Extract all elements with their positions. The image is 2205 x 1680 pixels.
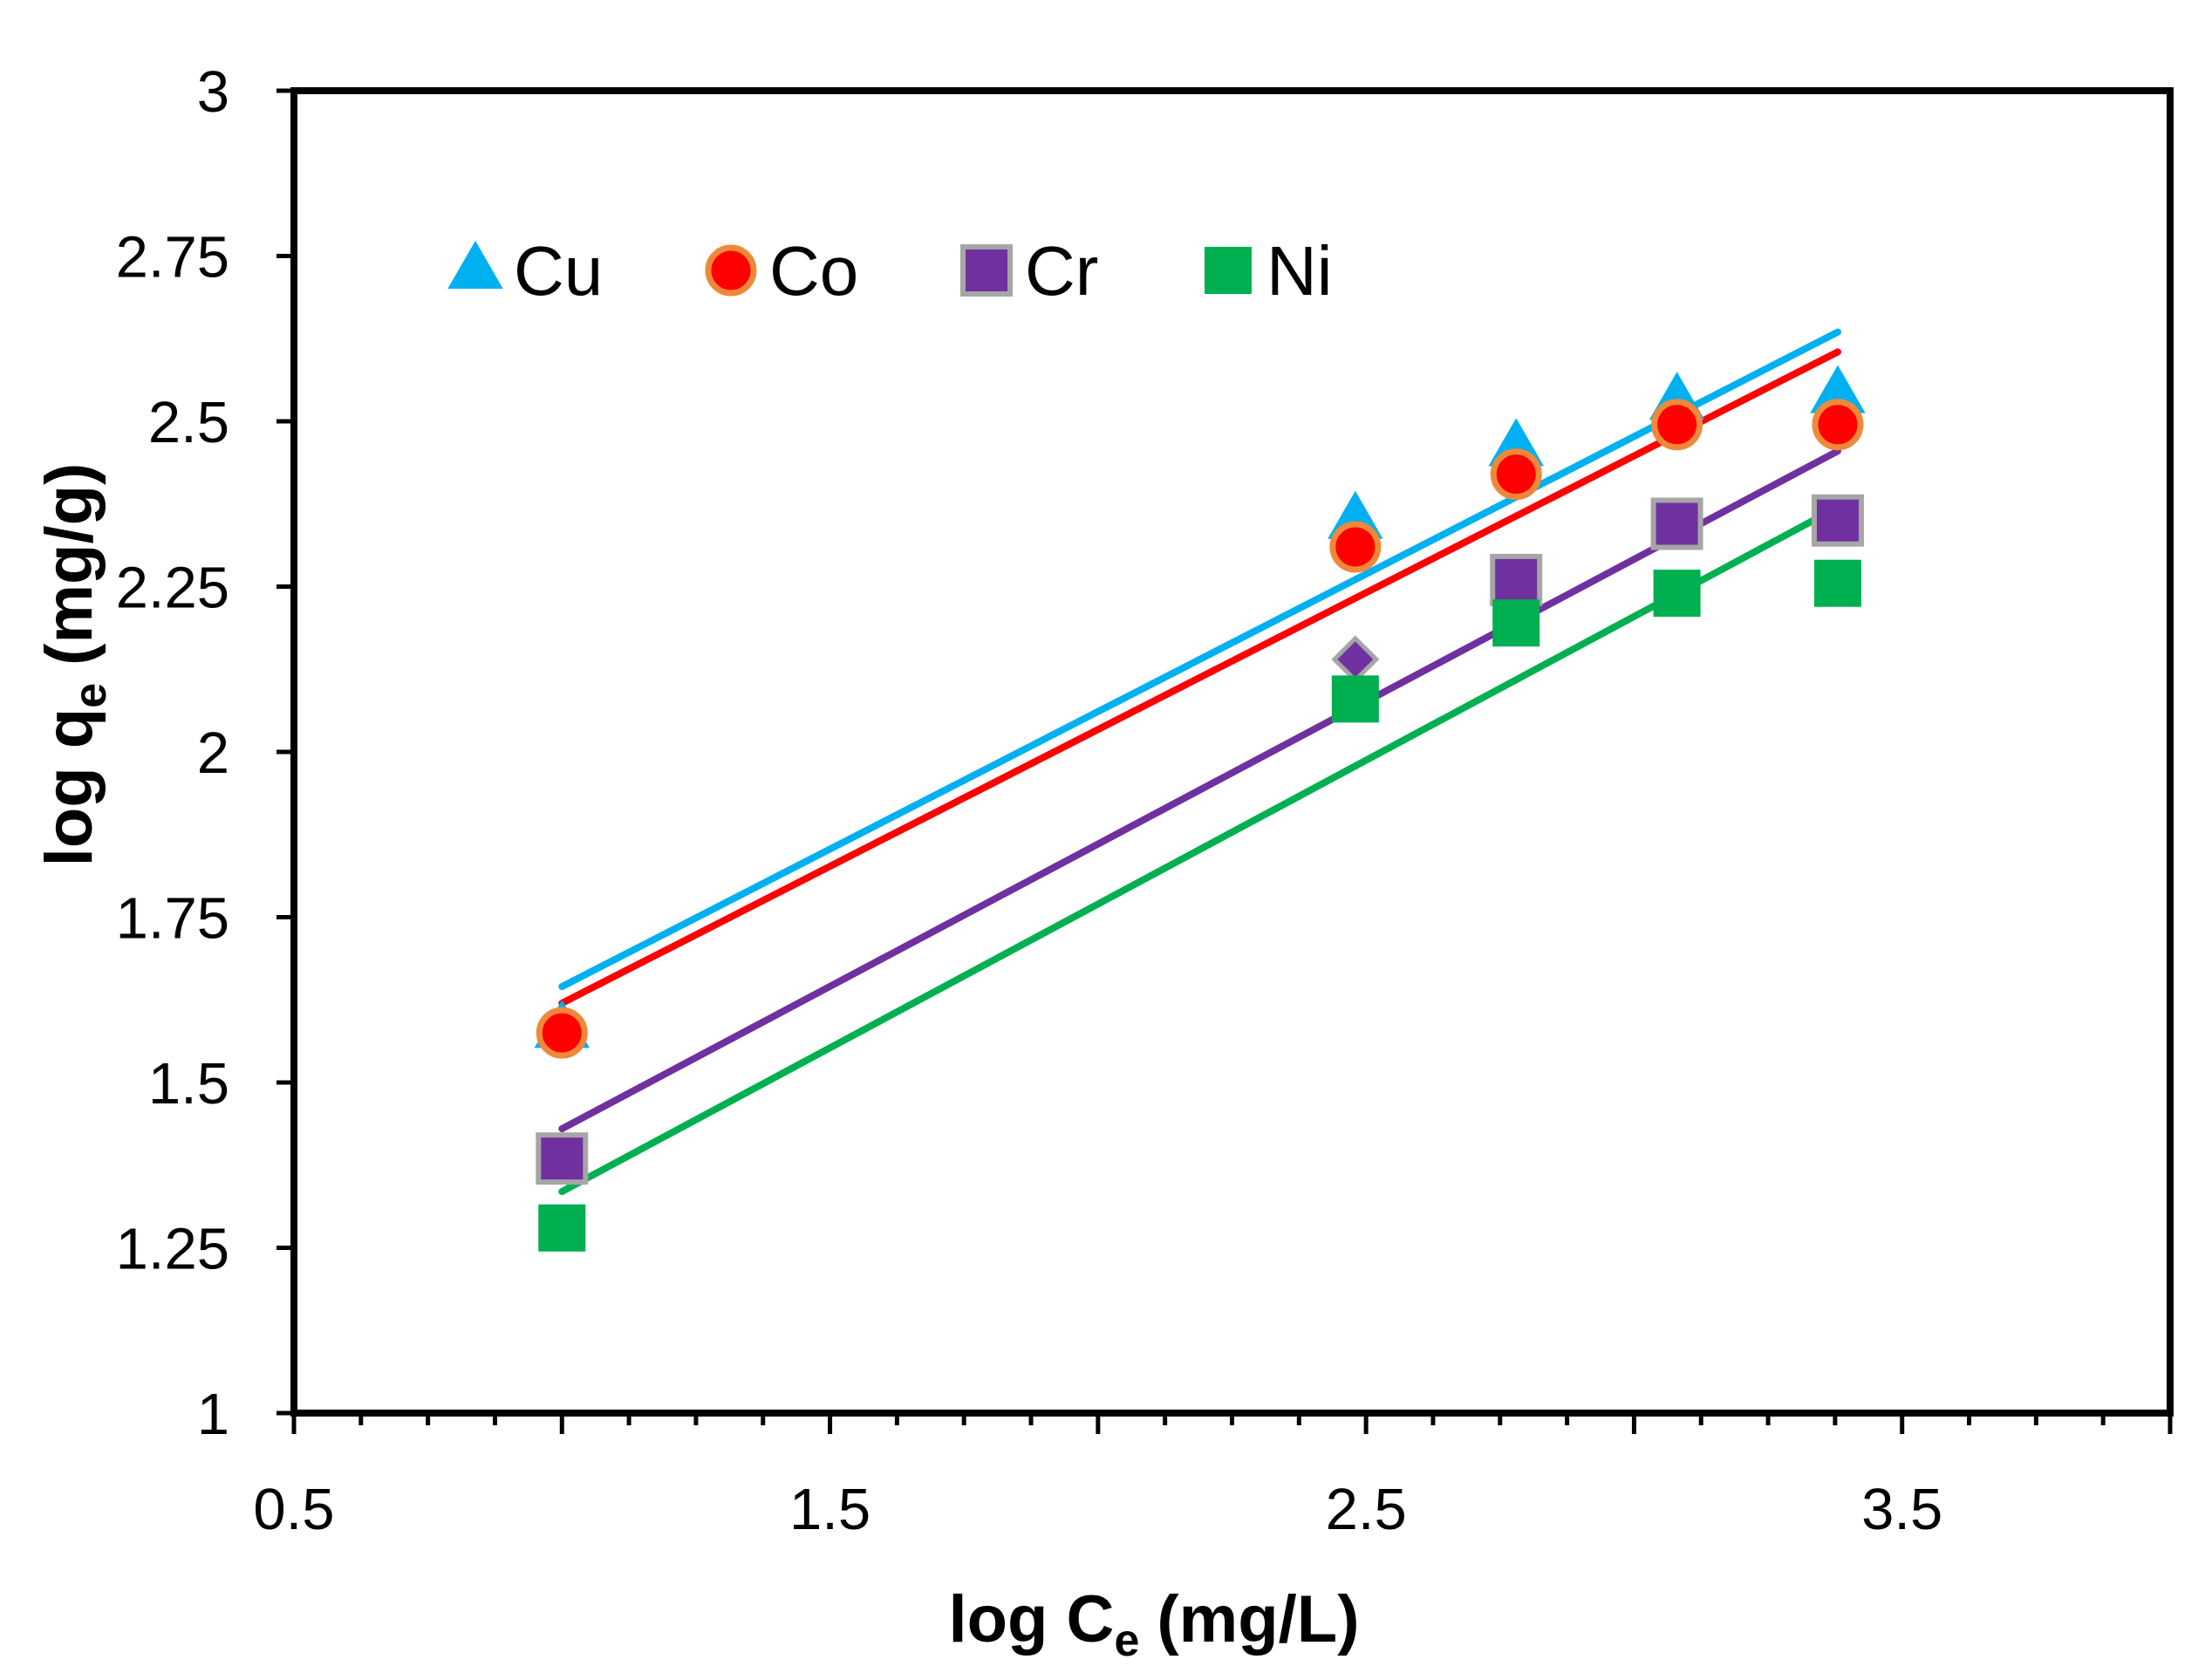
legend-marker-co [705, 244, 757, 297]
data-point-cr [536, 1132, 589, 1185]
x-tick-label: 2.5 [1326, 1477, 1407, 1542]
fit-lines [558, 328, 1841, 1196]
fit-line-ni [558, 503, 1841, 1196]
y-tick-label: 1 [197, 1382, 229, 1447]
y-tick-label: 2.75 [116, 225, 229, 290]
data-point-co [1651, 399, 1703, 451]
y-tick-label: 1.75 [116, 886, 229, 952]
data-point-co [1329, 521, 1382, 573]
y-tick-label: 1.25 [116, 1217, 229, 1282]
data-point-ni [1653, 570, 1701, 618]
legend-label-co: Co [769, 232, 858, 310]
y-tick-label: 2.25 [116, 556, 229, 621]
data-point-ni [538, 1204, 586, 1252]
data-point-co [1812, 399, 1864, 451]
legend-label-ni: Ni [1266, 232, 1333, 310]
data-point-co [1490, 448, 1542, 501]
y-tick-label: 2 [197, 720, 229, 786]
x-tick-label: 3.5 [1861, 1477, 1942, 1542]
legend: Cu Co Cr Ni [447, 232, 1333, 310]
data-point-ni [1331, 675, 1379, 723]
data-point-co [536, 1007, 588, 1059]
legend-marker-cu [447, 240, 503, 289]
fit-line-co [558, 348, 1841, 1007]
fit-line-cr [558, 447, 1841, 1133]
fit-line-cu [558, 328, 1841, 991]
data-point-ni [1813, 559, 1861, 607]
y-tick-label: 1.5 [148, 1051, 229, 1117]
data-point-cr [1650, 497, 1703, 550]
x-axis-title: log Ce (mg/L) [948, 1582, 1359, 1666]
y-tick-label: 2.5 [148, 390, 229, 455]
x-tick-label: 0.5 [253, 1477, 334, 1542]
data-point-cr [1490, 553, 1543, 606]
legend-marker-cr [960, 244, 1013, 297]
data-point-ni [1492, 599, 1540, 647]
y-axis-ticks: 1 1.25 1.5 1.75 2 2.25 2.5 2.75 3 [116, 59, 294, 1447]
y-tick-label: 3 [197, 59, 229, 125]
x-tick-label: 1.5 [789, 1477, 870, 1542]
data-point-cr [1811, 494, 1864, 547]
x-axis-ticks: 0.5 1.5 2.5 3.5 [253, 1413, 2173, 1542]
legend-marker-ni [1205, 247, 1252, 294]
y-axis-title: log qe(mg/g) [32, 463, 116, 867]
legend-label-cu: Cu [514, 232, 603, 310]
data-points [534, 365, 1866, 1252]
legend-label-cr: Cr [1025, 232, 1098, 310]
